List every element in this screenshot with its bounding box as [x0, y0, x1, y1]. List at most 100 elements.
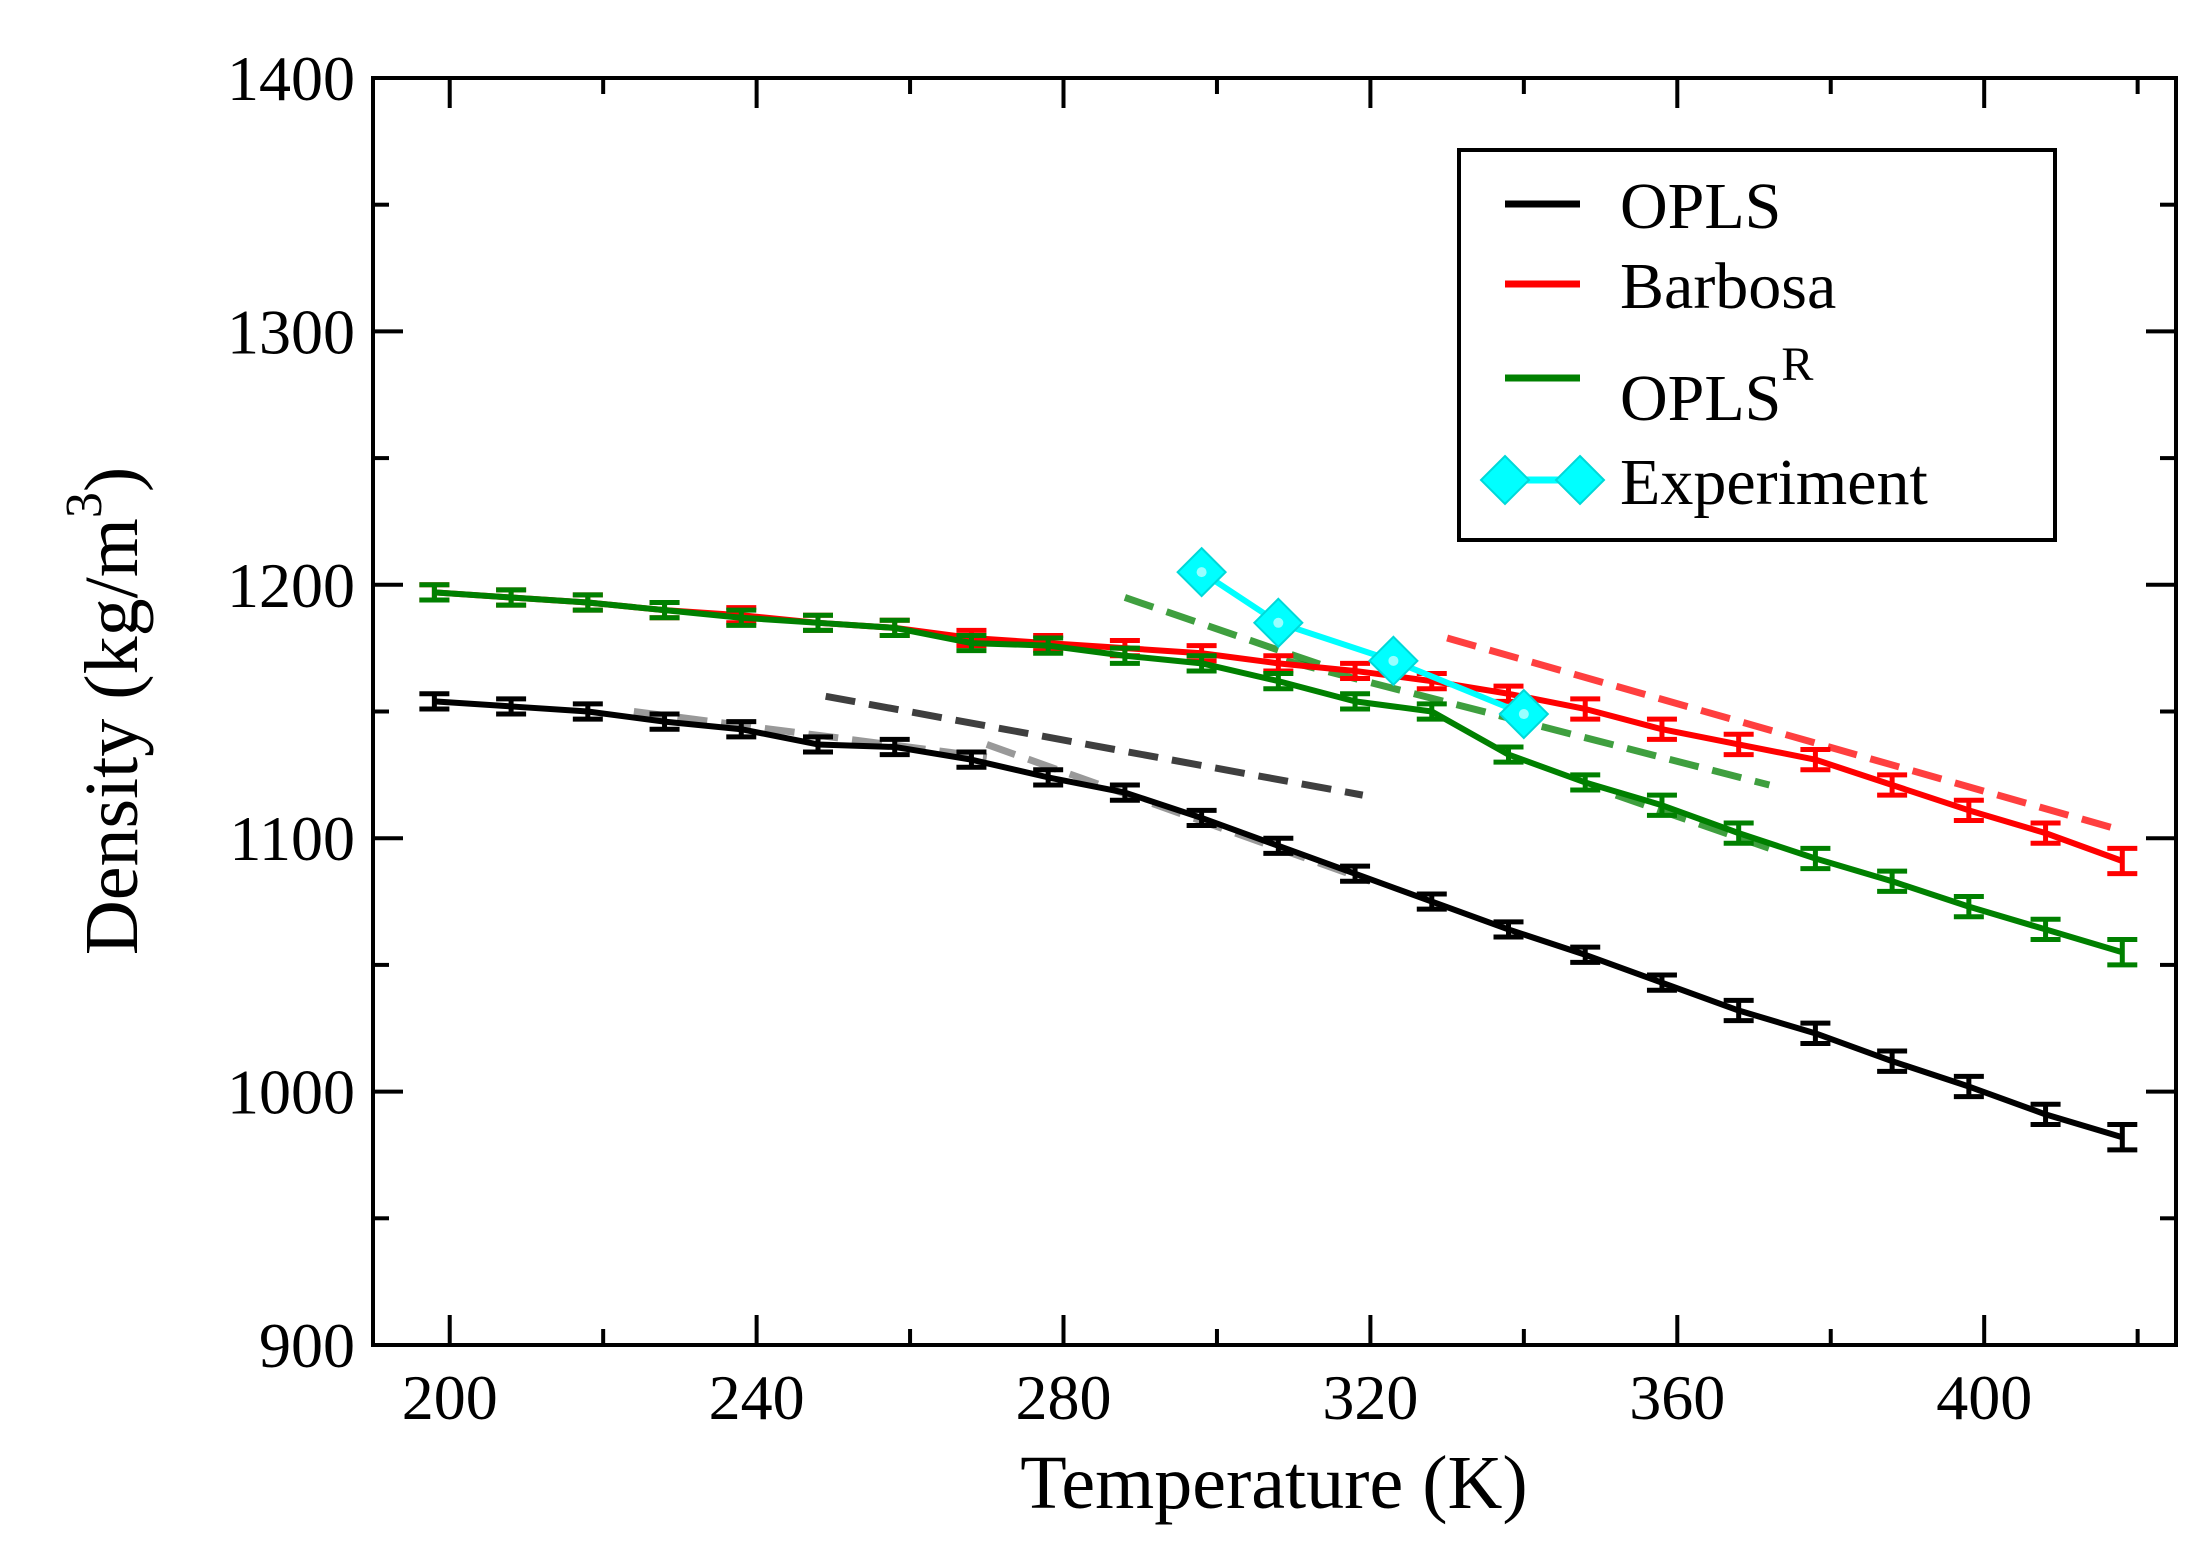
errorbar-opls-r-20	[1953, 893, 1984, 920]
errorbar-barbosa-12	[1340, 660, 1371, 682]
errorbar-opls-r-19	[1877, 868, 1908, 894]
errorbar-opls-21	[2030, 1101, 2061, 1128]
marker-dot-experiment-1	[1273, 617, 1284, 628]
errorbar-barbosa-22	[2107, 845, 2138, 877]
y-tick-label-1400: 1400	[227, 43, 355, 114]
legend-label-experiment: Experiment	[1620, 446, 1928, 519]
x-tick-label-320: 320	[1322, 1362, 1418, 1433]
errorbar-opls-2	[572, 701, 603, 722]
errorbar-opls-r-0	[419, 582, 450, 603]
errorbar-opls-r-18	[1800, 845, 1831, 872]
errorbar-barbosa-18	[1800, 747, 1831, 773]
y-axis-title: Density (kg/m3)	[56, 467, 154, 955]
errorbar-opls-r-11	[1263, 670, 1294, 692]
legend-label-opls-r: OPLSR	[1620, 338, 1813, 435]
errorbar-opls-r-8	[1033, 635, 1064, 656]
y-tick-label-1200: 1200	[227, 550, 355, 621]
marker-dot-experiment-2	[1388, 655, 1399, 666]
errorbar-opls-r-16	[1646, 792, 1677, 818]
legend-label-opls-r-superscript: R	[1781, 338, 1813, 391]
legend-item-opls: OPLS	[1505, 170, 1781, 243]
y-axis-title-main: Density (kg/m	[70, 518, 154, 955]
series-opls-r	[419, 582, 2138, 968]
fit-line-5	[1614, 791, 1771, 852]
x-tick-label-200: 200	[402, 1362, 498, 1433]
x-tick-label-400: 400	[1936, 1362, 2032, 1433]
legend-box	[1457, 148, 2057, 542]
legend-marker-experiment-right	[1554, 454, 1606, 506]
errorbar-opls-r-3	[649, 600, 680, 621]
errorbar-opls-r-13	[1416, 701, 1447, 722]
legend-label-opls: OPLS	[1620, 170, 1781, 243]
errorbar-opls-r-14	[1493, 744, 1524, 765]
fit-line-1	[825, 692, 1364, 799]
errorbar-opls-r-7	[956, 632, 987, 654]
errorbar-barbosa-11	[1263, 653, 1294, 674]
errorbar-barbosa-20	[1953, 797, 1984, 823]
errorbar-opls-r-22	[2107, 937, 2138, 968]
fit-line-3	[1123, 594, 1334, 672]
data-series	[419, 546, 2138, 1153]
errorbar-opls-18	[1800, 1020, 1831, 1046]
errorbar-opls-8	[1033, 767, 1064, 788]
x-tick-label-360: 360	[1629, 1362, 1725, 1433]
errorbar-opls-r-5	[802, 612, 833, 633]
series-line-experiment	[1199, 569, 1525, 717]
errorbar-barbosa-16	[1646, 716, 1677, 742]
errorbar-opls-7	[956, 749, 987, 770]
errorbar-opls-r-2	[572, 592, 603, 613]
errorbar-opls-1	[496, 696, 527, 717]
errorbar-opls-10	[1186, 807, 1217, 829]
series-opls	[419, 691, 2138, 1153]
errorbar-opls-r-17	[1723, 820, 1754, 846]
legend-label-opls-r-main: OPLS	[1620, 362, 1781, 435]
legend-marker-experiment-left	[1479, 454, 1531, 506]
x-axis-title: Temperature (K)	[1020, 1441, 1527, 1525]
errorbar-opls-16	[1646, 972, 1677, 993]
errorbar-opls-r-1	[496, 587, 527, 608]
fit-line-0	[633, 708, 988, 761]
errorbar-opls-5	[802, 734, 833, 755]
fit-line-6	[1446, 634, 2124, 834]
errorbar-opls-11	[1263, 835, 1294, 856]
legend: OPLS Barbosa OPLSR Experiment	[1457, 148, 2057, 542]
x-tick-label-240: 240	[709, 1362, 805, 1433]
legend-item-opls-r: OPLSR	[1505, 338, 1813, 435]
errorbar-opls-r-9	[1109, 645, 1140, 666]
y-axis-title-superscript: 3	[56, 492, 113, 518]
errorbar-opls-22	[2107, 1122, 2138, 1153]
errorbar-opls-r-10	[1186, 653, 1217, 674]
errorbar-opls-13	[1416, 891, 1447, 912]
marker-dot-experiment-3	[1518, 709, 1529, 720]
legend-label-barbosa: Barbosa	[1620, 250, 1836, 323]
series-line-opls	[434, 698, 2124, 1141]
errorbar-opls-12	[1340, 863, 1371, 884]
errorbar-barbosa-19	[1877, 772, 1908, 798]
errorbar-opls-20	[1953, 1073, 1984, 1100]
errorbar-opls-0	[419, 691, 450, 712]
y-tick-label-1300: 1300	[227, 296, 355, 367]
errorbar-opls-r-6	[879, 617, 910, 638]
legend-item-barbosa: Barbosa	[1505, 250, 1836, 323]
errorbar-opls-r-4	[726, 607, 757, 628]
y-axis-title-close: )	[70, 467, 154, 492]
axis-ticks: 200 240 280 320 360 400 900 1000 1100 1200 1300 140…	[227, 43, 2176, 1433]
errorbar-opls-17	[1723, 997, 1754, 1024]
errorbar-opls-9	[1109, 782, 1140, 803]
errorbar-opls-6	[879, 736, 910, 758]
y-tick-label-1000: 1000	[227, 1057, 355, 1128]
errorbar-opls-14	[1493, 919, 1524, 940]
x-tick-label-280: 280	[1016, 1362, 1112, 1433]
errorbar-opls-15	[1570, 944, 1601, 965]
y-tick-label-900: 900	[259, 1310, 355, 1381]
errorbar-opls-r-12	[1340, 691, 1371, 712]
errorbar-opls-3	[649, 711, 680, 732]
marker-dot-experiment-0	[1196, 567, 1207, 578]
errorbar-barbosa-15	[1570, 696, 1601, 722]
y-tick-label-1100: 1100	[229, 803, 355, 874]
legend-item-experiment: Experiment	[1479, 446, 1928, 519]
fit-lines	[633, 594, 2124, 885]
errorbar-barbosa-21	[2030, 820, 2061, 846]
errorbar-opls-19	[1877, 1048, 1908, 1074]
